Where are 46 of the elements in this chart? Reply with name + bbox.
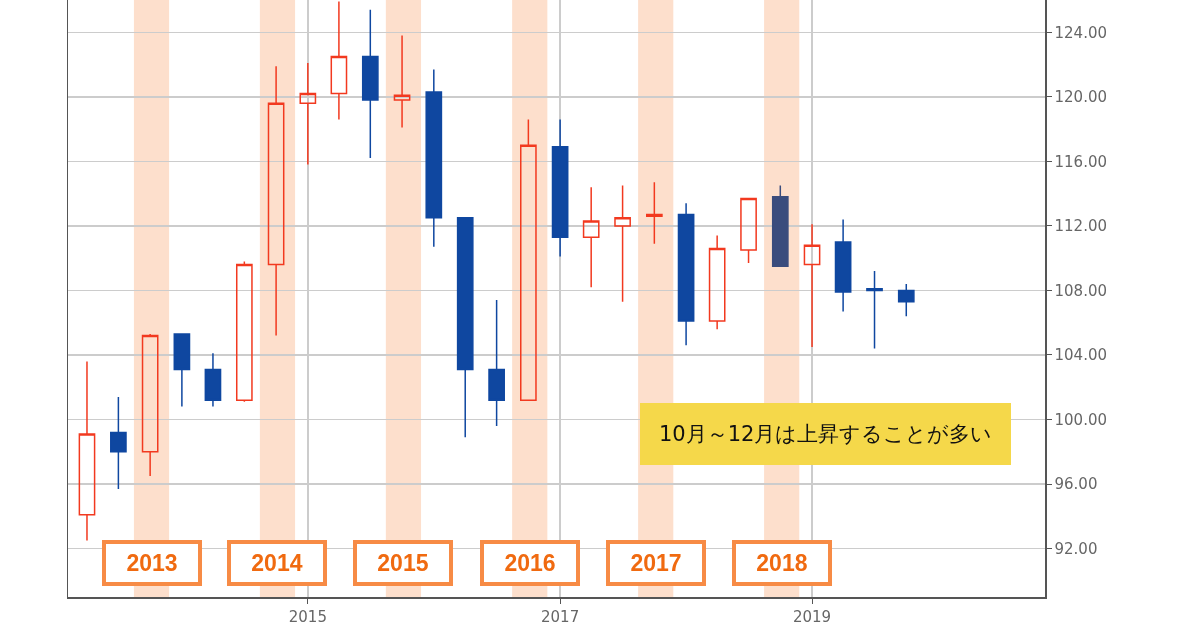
candlestick bbox=[708, 234, 726, 330]
band-label: 2013 bbox=[126, 550, 178, 576]
candlestick bbox=[897, 283, 915, 317]
y-tick-label: 92.00 bbox=[1054, 539, 1098, 558]
candlestick bbox=[141, 333, 159, 477]
candlestick bbox=[645, 181, 663, 245]
candlestick bbox=[456, 217, 474, 439]
band-label: 2018 bbox=[756, 550, 808, 576]
candlestick bbox=[803, 223, 821, 348]
candlestick bbox=[488, 299, 505, 427]
y-tick-label: 96.00 bbox=[1054, 475, 1098, 494]
candlestick bbox=[771, 184, 789, 267]
y-tick-label: 104.00 bbox=[1054, 346, 1107, 365]
candlestick bbox=[551, 118, 569, 258]
candlestick bbox=[582, 186, 600, 288]
x-tick-label: 2017 bbox=[541, 607, 580, 626]
band-label: 2016 bbox=[504, 550, 556, 576]
candlestick bbox=[78, 360, 96, 542]
band-label: 2014 bbox=[251, 550, 303, 576]
y-tick-label: 108.00 bbox=[1054, 281, 1107, 300]
y-tick-label: 116.00 bbox=[1054, 152, 1107, 171]
candlestick bbox=[173, 333, 191, 408]
x-tick-label: 2019 bbox=[792, 607, 832, 626]
band-label: 2015 bbox=[377, 550, 429, 576]
candlestick bbox=[425, 68, 443, 248]
annotation: 10月～12月は上昇することが多い bbox=[659, 422, 993, 446]
candlestick bbox=[299, 62, 317, 166]
y-tick-label: 112.00 bbox=[1054, 217, 1107, 236]
x-tick-label: 2015 bbox=[288, 607, 327, 626]
y-tick-label: 124.00 bbox=[1054, 23, 1107, 42]
y-tick-label: 120.00 bbox=[1054, 88, 1107, 107]
y-tick-label: 100.00 bbox=[1054, 410, 1107, 429]
candlestick bbox=[677, 202, 695, 347]
candlestick bbox=[393, 34, 411, 129]
candlestick bbox=[235, 260, 253, 403]
candlestick bbox=[110, 396, 127, 490]
candlestick bbox=[330, 0, 348, 121]
candlestick bbox=[834, 218, 852, 313]
candlestick bbox=[866, 270, 883, 350]
candlestick bbox=[361, 8, 379, 159]
candlestick bbox=[204, 352, 222, 408]
candlestick bbox=[614, 184, 631, 303]
candlestick bbox=[520, 118, 537, 401]
band-label: 2017 bbox=[630, 550, 682, 576]
candlestick bbox=[267, 65, 285, 337]
candlestick bbox=[740, 197, 757, 264]
